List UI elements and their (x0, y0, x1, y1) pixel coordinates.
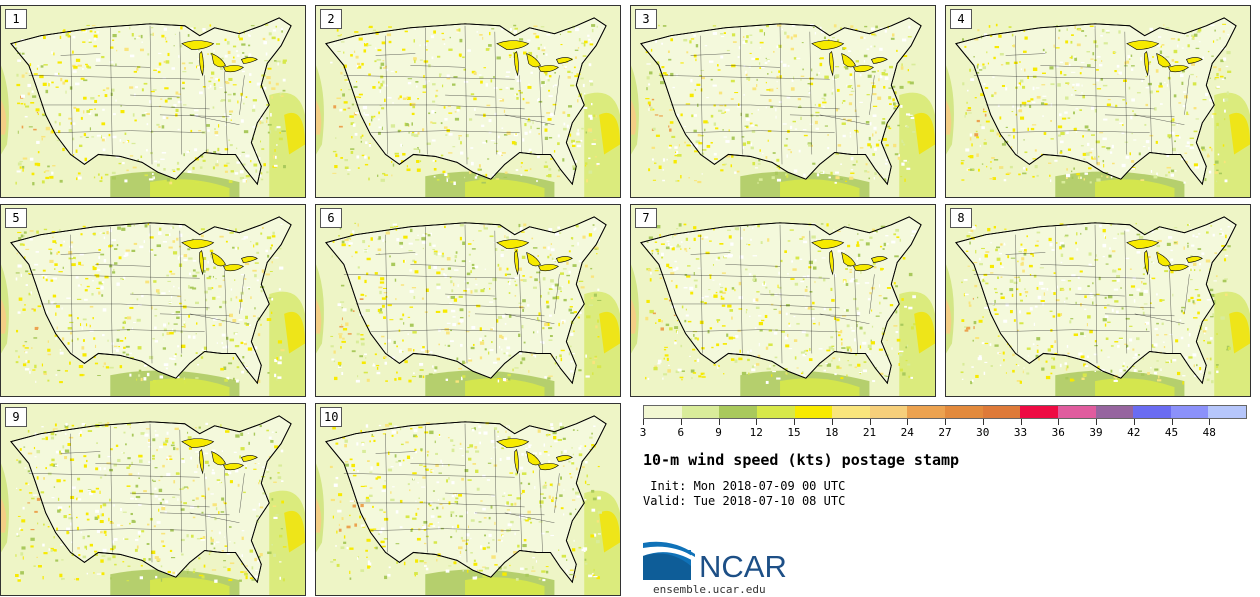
member-label: 8 (950, 208, 972, 228)
colorbar-swatch (1020, 406, 1058, 418)
member-panel-6: 6 (315, 204, 621, 397)
member-label: 7 (635, 208, 657, 228)
member-panel-1: 1 (0, 5, 306, 198)
member-panel-5: 5 (0, 204, 306, 397)
colorbar-tick-label: 27 (938, 426, 952, 439)
member-label: 2 (320, 9, 342, 29)
member-panel-10: 10 (315, 403, 621, 596)
conus-map (316, 6, 620, 197)
colorbar-tick-mark (1058, 419, 1060, 425)
member-label: 9 (5, 407, 27, 427)
colorbar-tick-mark (756, 419, 758, 425)
conus-map (1, 205, 305, 396)
colorbar-swatch (644, 406, 682, 418)
logo-url[interactable]: ensemble.ucar.edu (653, 583, 766, 596)
colorbar-tick-label: 24 (900, 426, 914, 439)
conus-map (946, 6, 1250, 197)
member-label: 4 (950, 9, 972, 29)
member-panel-8: 8 (945, 204, 1251, 397)
valid-time: Valid: Tue 2018-07-10 08 UTC (643, 494, 846, 508)
colorbar-tick-label: 30 (976, 426, 990, 439)
member-panel-9: 9 (0, 403, 306, 596)
colorbar-tick-label: 36 (1051, 426, 1065, 439)
colorbar-tick-label: 45 (1164, 426, 1179, 439)
conus-map (316, 205, 620, 396)
colorbar-swatch (756, 406, 795, 418)
colorbar-tick-label: 6 (677, 426, 685, 439)
colorbar-tick-mark (794, 419, 795, 425)
colorbar-tick-mark (1133, 419, 1135, 425)
colorbar-swatch (1208, 406, 1246, 418)
colorbar-tick-label: 42 (1127, 426, 1141, 439)
conus-map (1, 6, 305, 197)
colorbar-tick-mark (1171, 419, 1173, 425)
conus-map (631, 205, 935, 396)
colorbar-swatch (945, 406, 983, 418)
member-label: 3 (635, 9, 657, 29)
member-panel-7: 7 (630, 204, 936, 397)
colorbar-tick-mark (643, 419, 644, 425)
colorbar-tick-mark (1209, 419, 1211, 425)
colorbar-swatch (1057, 406, 1096, 418)
colorbar-swatch (1095, 406, 1134, 418)
member-label: 5 (5, 208, 27, 228)
logo-wordmark: NCAR (699, 549, 787, 584)
colorbar-swatch (1170, 406, 1209, 418)
colorbar-tick-mark (680, 419, 682, 425)
member-panel-4: 4 (945, 5, 1251, 198)
colorbar-tick-label: 18 (825, 426, 839, 439)
member-panel-3: 3 (630, 5, 936, 198)
colorbar-tick-label: 12 (749, 426, 763, 439)
conus-map (1, 404, 305, 595)
colorbar-tick-mark (1020, 419, 1022, 425)
colorbar-swatch (681, 406, 720, 418)
colorbar-swatch (719, 406, 757, 418)
init-time: Init: Mon 2018-07-09 00 UTC (643, 479, 846, 493)
member-label: 1 (5, 9, 27, 29)
member-label: 6 (320, 208, 342, 228)
conus-map (316, 404, 620, 595)
colorbar-tick-mark (907, 419, 909, 425)
colorbar-tick-mark (945, 419, 946, 425)
colorbar-tick-mark (718, 419, 720, 425)
colorbar-tick-label: 21 (862, 426, 877, 439)
colorbar-tick-mark (831, 419, 833, 425)
colorbar-tick-label: 33 (1013, 426, 1028, 439)
member-panel-2: 2 (315, 5, 621, 198)
conus-map (946, 205, 1250, 396)
wind-speed-colorbar (643, 405, 1247, 419)
colorbar-tick-mark (1096, 419, 1097, 425)
colorbar-tick-label: 15 (787, 426, 801, 439)
chart-title: 10-m wind speed (kts) postage stamp (643, 451, 960, 469)
colorbar-swatch (869, 406, 908, 418)
colorbar-tick-label: 9 (715, 426, 722, 439)
colorbar-swatch (982, 406, 1021, 418)
colorbar-ticks: 3 6 9 12 15 18 21 24 27 30 33 36 39 42 45 48 (639, 419, 1247, 443)
colorbar-tick-label: 48 (1202, 426, 1216, 439)
colorbar-swatch (794, 406, 833, 418)
colorbar-tick-mark (982, 419, 984, 425)
colorbar-tick-label: 39 (1089, 426, 1103, 439)
ncar-logo-icon (643, 541, 695, 580)
colorbar-swatch (832, 406, 870, 418)
colorbar-tick-label: 3 (639, 426, 647, 439)
colorbar-swatch (1133, 406, 1171, 418)
member-label: 10 (320, 407, 343, 427)
colorbar-tick-mark (869, 419, 871, 425)
colorbar-swatch (907, 406, 945, 418)
conus-map (631, 6, 935, 197)
